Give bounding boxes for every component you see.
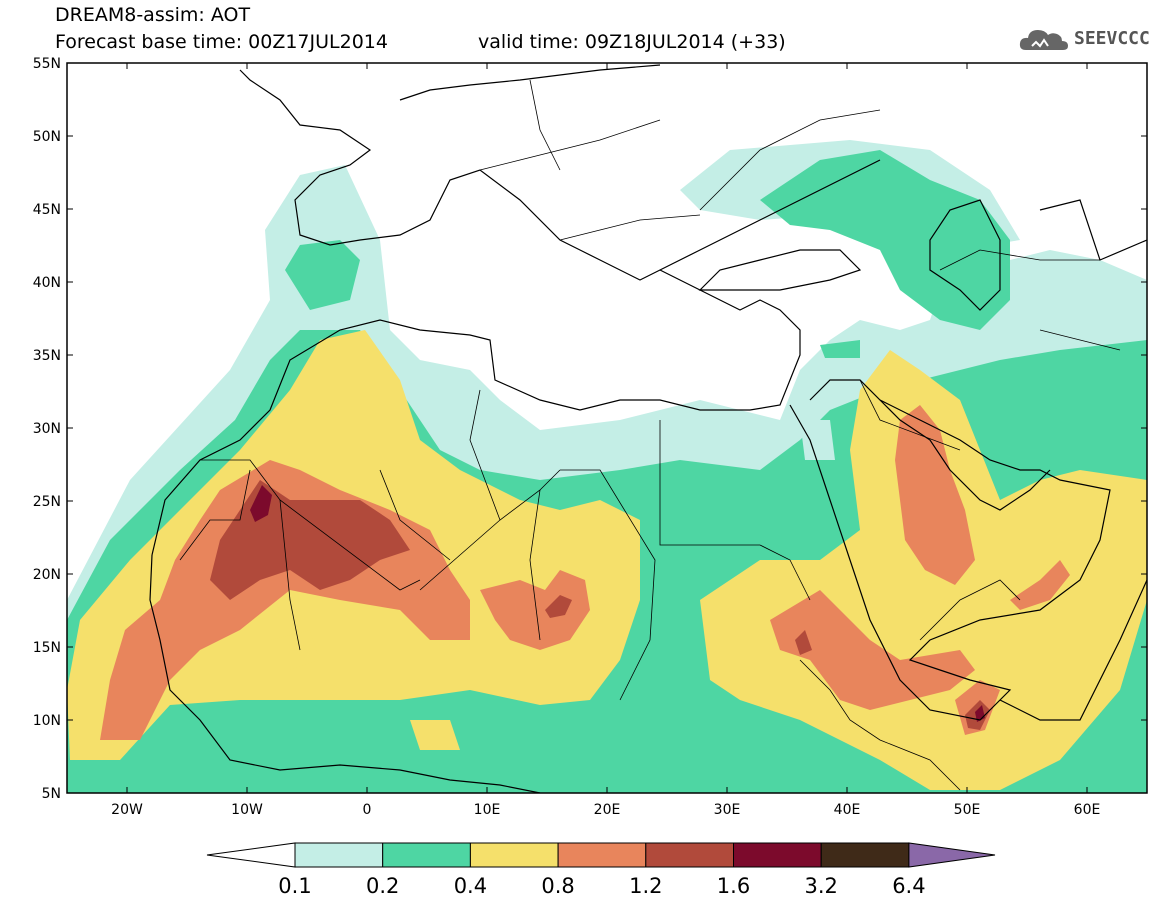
seevccc-logo: SEEVCCC (1018, 24, 1158, 54)
colorbar-high-arrow (908, 842, 996, 868)
colorbar-label: 1.2 (629, 874, 662, 898)
colorbar-box (382, 842, 471, 868)
lon-tick-label: 10W (231, 802, 263, 818)
lat-tick-label: 20N (33, 567, 61, 583)
lat-tick-label: 50N (33, 129, 61, 145)
country-borders (179, 79, 1121, 791)
lat-tick-label: 10N (33, 713, 61, 729)
colorbar-box (294, 842, 384, 868)
lon-tick-label: 60E (1074, 802, 1101, 818)
colorbar-box (820, 842, 910, 868)
colorbar-low-arrow (206, 842, 296, 868)
colorbar-box (469, 842, 559, 868)
logo-text: SEEVCCC (1074, 28, 1150, 49)
colorbar-boxes (206, 842, 996, 868)
lat-tick-label: 40N (33, 275, 61, 291)
valid-time: valid time: 09Z18JUL2014 (+33) (478, 31, 786, 53)
colorbar-label: 3.2 (804, 874, 837, 898)
colorbar-label: 0.1 (278, 874, 311, 898)
coastlines (149, 64, 1147, 793)
colorbar-labels: 0.1 0.2 0.4 0.8 1.2 1.6 3.2 6.4 (278, 874, 925, 898)
lat-tick-label: 55N (33, 56, 61, 72)
aot-field (67, 140, 1147, 793)
lon-tick-label: 50E (954, 802, 981, 818)
cloud-logo-icon (1019, 30, 1068, 50)
colorbar-box (557, 842, 647, 868)
lon-tick-label: 20E (594, 802, 621, 818)
lat-tick-label: 25N (33, 494, 61, 510)
map-title: DREAM8-assim: AOT (55, 4, 251, 26)
lon-tick-label: 10E (474, 802, 501, 818)
colorbar-label: 0.2 (366, 874, 399, 898)
colorbar-label: 0.8 (541, 874, 574, 898)
colorbar-label: 6.4 (892, 874, 925, 898)
lat-tick-label: 45N (33, 202, 61, 218)
forecast-base-time: Forecast base time: 00Z17JUL2014 (55, 31, 388, 53)
colorbar-box (645, 842, 734, 868)
lon-ticks: 20W 10W 0 10E 20E 30E 40E 50E 60E (111, 63, 1100, 818)
lat-tick-label: 15N (33, 640, 61, 656)
forecast-times: Forecast base time: 00Z17JUL2014 valid ti… (55, 31, 786, 53)
lon-tick-label: 30E (714, 802, 741, 818)
colorbar-box (733, 842, 822, 868)
colorbar-label: 1.6 (717, 874, 750, 898)
colorbar-label: 0.4 (454, 874, 487, 898)
lat-tick-label: 30N (33, 421, 61, 437)
lon-tick-label: 20W (111, 802, 143, 818)
lat-tick-label: 5N (42, 786, 61, 802)
lon-tick-label: 40E (834, 802, 861, 818)
lat-ticks: 55N 50N 45N 40N 35N 30N 25N 20N 15N 10N 5N (33, 56, 1147, 802)
lon-tick-label: 0 (363, 802, 372, 818)
lat-tick-label: 35N (33, 348, 61, 364)
